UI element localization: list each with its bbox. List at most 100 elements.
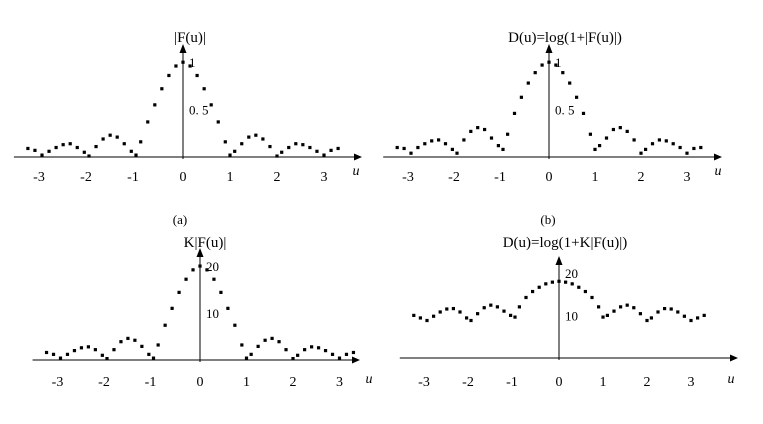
panel-d-data-point [656,310,660,314]
panel-b-xtick-label: 3 [684,170,691,185]
panel-c-xtick-label: 2 [290,375,297,390]
panel-b-data-point [483,127,487,132]
panel-b-x-axis-label: u [715,164,722,179]
panel-a-data-point [94,144,98,149]
panel-b-data-point [540,63,544,67]
panel-b-data-point [639,151,643,155]
panel-c-data-point [205,268,209,272]
panel-b-data-point [430,139,434,143]
panel-b-title: D(u)=log(1+|F(u)|) [508,30,622,46]
panel-d-data-point [557,279,561,283]
panel-d-data-point [570,282,574,286]
panel-d-data-point [482,306,486,310]
panel-c-data-point [133,338,137,342]
panel-c-data-point [296,353,300,357]
panel-c-x-axis-label: u [366,372,373,387]
panel-c-data-point [100,353,104,357]
panel-a-data-point [68,142,72,146]
panel-c-data-point [198,264,202,268]
panel-a-data-point [209,103,213,107]
panel-d-data-point [509,313,513,317]
panel-d-data-point [531,289,535,294]
panel-d-data-point [432,314,436,318]
panel-a-data-point [280,150,284,154]
panel-b-data-point [581,111,586,115]
panel-a-y-arrow [179,44,187,53]
panel-c-data-point [270,336,274,340]
panel-d-data-point [605,313,609,317]
panel-a-data-point [134,153,138,157]
panel-a-data-point [240,142,244,146]
panel-c-data-point [79,346,84,350]
panel-c-data-point [156,343,160,347]
panel-b-xtick-label: -1 [494,170,506,185]
panel-c-data-point [337,356,342,360]
panel-b-data-point [568,81,572,85]
panel-d-data-point [537,285,541,289]
panel-d-data-point [669,307,673,311]
panel-b-data-point [489,136,494,140]
panel-c-data-point [105,356,109,361]
panel-d-data-point [476,312,480,316]
panel-a-data-point [188,64,192,68]
panel-c-xtick-label: -2 [98,375,110,390]
panel-b-xtick-label: -2 [448,170,460,185]
panel-a-data-point [33,148,37,152]
panel-d-data-point [451,306,455,311]
panel-a-data-point [101,137,105,141]
panel-d-data-point [689,318,693,323]
panel-a-data-point [40,153,44,157]
panel-d-data-point [445,307,449,311]
panel-a-xtick-label: -2 [80,170,92,185]
panel-d-data-point [632,306,636,310]
panel-d-data-point [465,316,469,320]
panel-d-data-point [676,310,680,314]
panel-b-data-point [561,71,565,75]
panel-b-ytick-label: 1 [555,55,562,70]
panel-b-data-point [685,151,689,155]
panel-b-data-point [501,147,505,152]
panel-a-xtick-label: -1 [127,170,139,185]
panel-b-data-point [644,147,648,152]
panel-b-data-point [611,127,615,132]
panel-c-data-point [191,268,195,272]
panel-b-data-point [455,151,459,155]
panel-b-data-point [593,147,597,152]
panel-c-data-point [212,277,216,281]
panel-b-data-point [476,126,480,130]
panel-a-data-point [146,120,150,124]
panel-c-y-arrow [196,248,204,257]
panel-b-data-point [409,151,413,155]
panel-d-data-point [425,318,429,323]
panel-d-data-point [625,303,629,307]
panel-c-data-point [277,340,281,344]
panel-a-data-point [228,153,232,157]
panel-a-data-point [261,137,265,141]
panel-d-data-point [513,315,517,319]
panel-a-xtick-label: -3 [33,170,45,185]
panel-b-x-arrow [714,153,722,161]
panel-a-data-point [122,142,126,146]
panel-a-data-point [75,145,79,150]
panel-d-x-axis-label: u [728,372,735,387]
panel-b-data-point [416,145,420,150]
panel-b-data-point [462,138,466,142]
panel-b-data-point [450,147,454,152]
panel-c-data-point [303,348,307,352]
panel-b-data-point [678,145,682,150]
panel-b-data-point [632,138,636,142]
panel-a-x-axis-label: u [353,164,360,179]
panel-d-data-point [649,316,653,320]
panel-d-data-point [682,314,686,318]
panel-a-ytick-label: 1 [189,55,196,70]
panel-b-xtick-label: -3 [402,170,414,185]
panel-c-data-point [163,323,167,327]
panel-c-data-point [291,356,295,361]
panel-d-data-point [438,310,442,314]
panel-a-ytick-label: 0. 5 [189,103,209,118]
panel-d-data-point [696,316,700,320]
panel-a-data-point [223,140,227,144]
panel-d-data-point [524,295,528,300]
panel-c-data-point [126,336,130,340]
panel-d-data-point [619,305,623,309]
